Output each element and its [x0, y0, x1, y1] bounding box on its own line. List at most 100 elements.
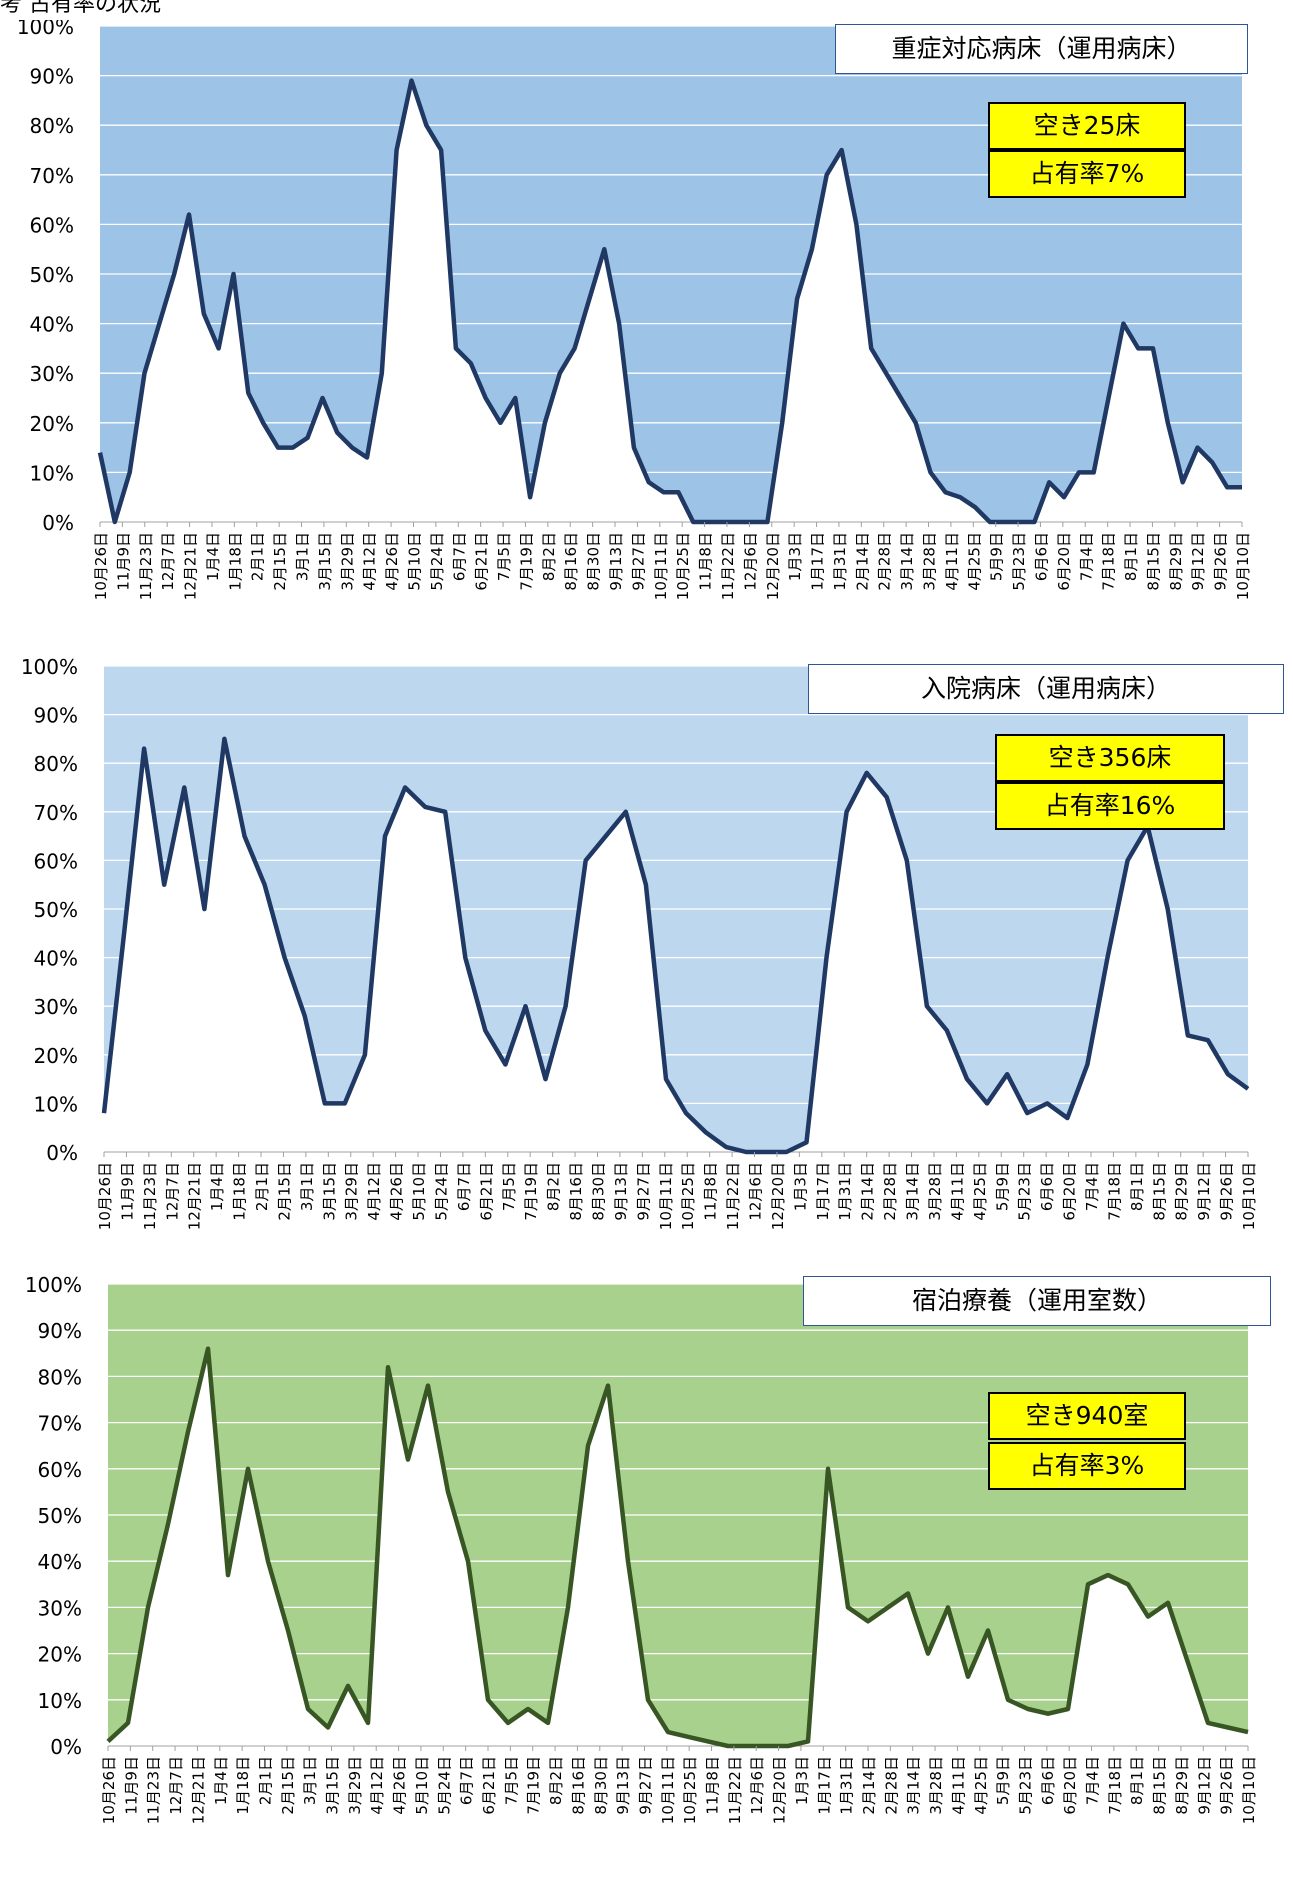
x-tick-label: 4月26日: [383, 532, 401, 591]
y-tick-label: 20%: [30, 412, 74, 436]
callout-vacant-hospital: 空き356床: [995, 734, 1225, 782]
x-tick-label: 4月26日: [388, 1162, 406, 1221]
series-line: [97, 78, 1242, 525]
y-tick-label: 100%: [21, 655, 78, 679]
y-tick-label: 100%: [25, 1273, 82, 1297]
x-tick-label: 8月30日: [589, 1162, 607, 1221]
y-tick-label: 20%: [34, 1044, 78, 1068]
y-tick-label: 70%: [30, 164, 74, 188]
x-tick-label: 8月30日: [592, 1756, 610, 1815]
x-tick-label: 8月29日: [1167, 532, 1185, 591]
x-tick-label: 9月12日: [1195, 1756, 1213, 1815]
x-tick-label: 2月1日: [253, 1162, 271, 1211]
y-tick-label: 30%: [34, 995, 78, 1019]
x-tick-label: 12月20日: [769, 1162, 787, 1230]
area-fill: [104, 738, 1248, 1152]
x-tick-label: 10月26日: [96, 1162, 114, 1230]
x-tick-label: 10月10日: [1240, 1756, 1258, 1824]
x-tick-label: 7月19日: [525, 1756, 543, 1815]
y-tick-label: 50%: [38, 1504, 82, 1528]
x-tick-label: 2月28日: [876, 532, 894, 591]
x-tick-label: 11月22日: [724, 1162, 742, 1230]
area-fill: [100, 80, 1242, 522]
x-tick-label: 6月21日: [473, 532, 491, 591]
x-tick-label: 6月7日: [458, 1756, 476, 1805]
x-tick-label: 4月12日: [368, 1756, 386, 1815]
x-tick-label: 1月3日: [793, 1756, 811, 1805]
x-tick-label: 1月3日: [786, 532, 804, 581]
x-tick-label: 3月1日: [294, 532, 312, 581]
x-tick-label: 8月2日: [547, 1756, 565, 1805]
y-tick-label: 90%: [34, 704, 78, 728]
x-tick-label: 9月27日: [629, 532, 647, 591]
y-tick-label: 50%: [34, 898, 78, 922]
x-tick-label: 12月7日: [159, 532, 177, 591]
x-tick-label: 7月19日: [517, 532, 535, 591]
x-tick-label: 12月7日: [167, 1756, 185, 1815]
series-line: [106, 1346, 1249, 1749]
x-tick-label: 1月31日: [831, 532, 849, 591]
x-tick-label: 4月25日: [971, 1162, 989, 1221]
chart-accommodation: 0% 10% 20% 30% 40% 50% 60% 70% 80% 90% 100% 10月26日 1…: [0, 1260, 1293, 1880]
y-tick-label: 30%: [30, 362, 74, 386]
x-tick-label: 6月20日: [1061, 1756, 1079, 1815]
chart-title-severe: 重症対応病床（運用病床）: [835, 24, 1248, 74]
x-tick-label: 11月23日: [145, 1756, 163, 1824]
callout-vacant-severe: 空き25床: [988, 102, 1186, 150]
x-tick-label: 11月9日: [118, 1162, 136, 1221]
x-tick-label: 11月8日: [704, 1756, 722, 1815]
y-tick-label: 30%: [38, 1596, 82, 1620]
x-tick-label: 2月14日: [853, 532, 871, 591]
area-fill: [108, 1348, 1248, 1746]
x-tick-label: 11月23日: [137, 532, 155, 600]
y-tick-label: 40%: [38, 1550, 82, 1574]
x-tick-label: 6月7日: [450, 532, 468, 581]
x-tick-label: 12月6日: [741, 532, 759, 591]
x-tick-label: 3月1日: [301, 1756, 319, 1805]
y-tick-label: 50%: [30, 263, 74, 287]
x-tick-label: 6月6日: [1038, 1162, 1056, 1211]
x-tick-label: 2月15日: [275, 1162, 293, 1221]
x-tick-label: 9月26日: [1218, 1162, 1236, 1221]
y-tick-label: 0%: [46, 1141, 78, 1165]
y-tick-label: 90%: [30, 65, 74, 89]
x-tick-label: 12月21日: [186, 1162, 204, 1230]
y-tick-label: 0%: [42, 511, 74, 535]
x-tick-label: 9月13日: [607, 532, 625, 591]
x-tick-label: 6月21日: [480, 1756, 498, 1815]
x-tick-label: 7月18日: [1100, 532, 1118, 591]
x-tick-label: 3月15日: [324, 1756, 342, 1815]
x-tick-label: 9月13日: [612, 1162, 630, 1221]
x-tick-label: 2月28日: [882, 1756, 900, 1815]
x-tick-label: 4月12日: [365, 1162, 383, 1221]
x-tick-label: 12月6日: [748, 1756, 766, 1815]
x-tick-label: 9月27日: [634, 1162, 652, 1221]
x-tick-label: 6月7日: [455, 1162, 473, 1211]
x-tick-label: 9月12日: [1189, 532, 1207, 591]
x-tick-label: 5月10日: [413, 1756, 431, 1815]
x-tick-label: 1月18日: [231, 1162, 249, 1221]
x-tick-label: 2月15日: [271, 532, 289, 591]
x-tick-label: 4月12日: [361, 532, 379, 591]
x-tick-label: 5月9日: [988, 532, 1006, 581]
y-tick-label: 10%: [34, 1092, 78, 1116]
x-tick-label: 11月9日: [114, 532, 132, 591]
x-tick-label: 8月1日: [1128, 1756, 1146, 1805]
x-tick-label: 9月26日: [1212, 532, 1230, 591]
chart-severe-beds: 0% 10% 20% 30% 40% 50% 60% 70% 80% 90% 100% 10月26日 1…: [0, 20, 1293, 640]
x-tick-label: 12月20日: [764, 532, 782, 600]
x-tick-label: 10月26日: [100, 1756, 118, 1824]
x-tick-label: 9月26日: [1218, 1756, 1236, 1815]
x-tick-label: 5月9日: [994, 1756, 1012, 1805]
x-tick-label: 10月25日: [674, 532, 692, 600]
x-tick-label: 2月15日: [279, 1756, 297, 1815]
x-tick-label: 6月6日: [1032, 532, 1050, 581]
y-tick-label: 10%: [30, 461, 74, 485]
x-tick-label: 10月10日: [1234, 532, 1252, 600]
x-tick-label: 3月29日: [346, 1756, 364, 1815]
x-tick-label: 8月29日: [1173, 1162, 1191, 1221]
x-tick-label: 7月4日: [1083, 1162, 1101, 1211]
x-tick-label: 10月26日: [92, 532, 110, 600]
x-tick-label: 1月4日: [204, 532, 222, 581]
x-tick-label: 5月9日: [993, 1162, 1011, 1211]
